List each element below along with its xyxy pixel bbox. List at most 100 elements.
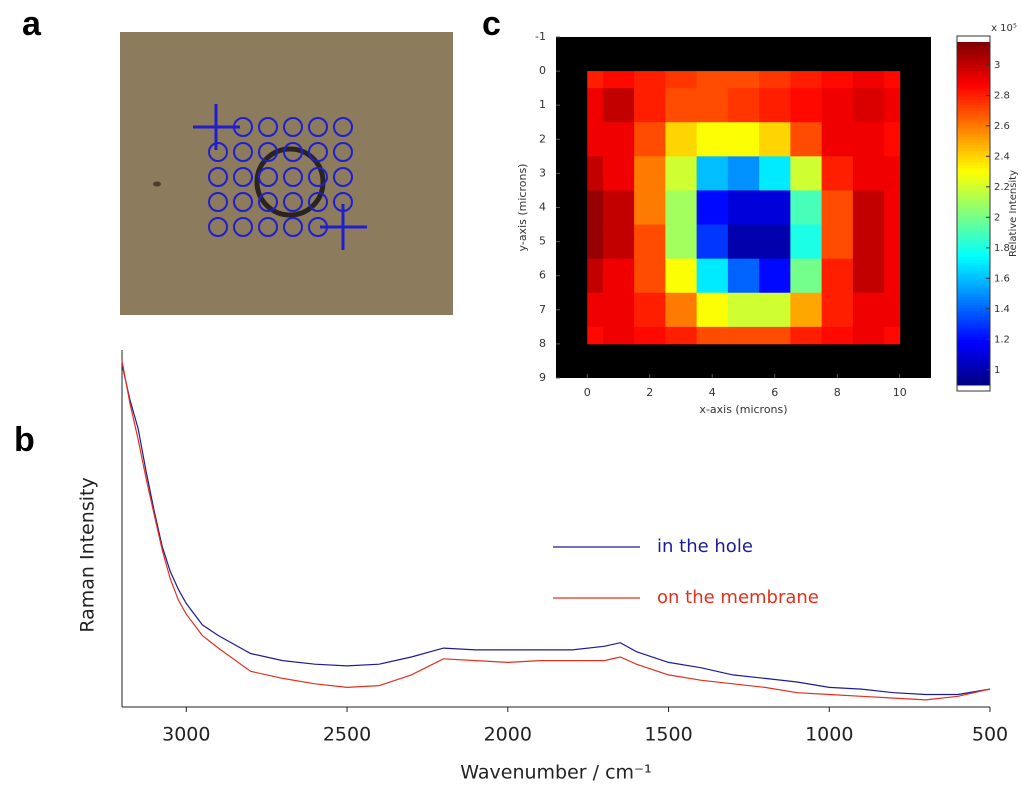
panel-label: c bbox=[482, 5, 501, 43]
heat-cell bbox=[884, 122, 901, 157]
colorbar-segment bbox=[957, 150, 990, 154]
colorbar-segment bbox=[957, 93, 990, 97]
colorbar-segment bbox=[957, 179, 990, 183]
heat-cell bbox=[790, 292, 823, 328]
y-tick-label: 2 bbox=[539, 132, 546, 145]
colorbar-segment bbox=[957, 99, 990, 103]
heat-cell bbox=[759, 156, 791, 191]
colorbar-tick-label: 2.2 bbox=[994, 182, 1010, 193]
colorbar-segment bbox=[957, 142, 990, 146]
x-tick-label: 1500 bbox=[644, 724, 692, 746]
heat-cell bbox=[602, 292, 635, 328]
colorbar-segment bbox=[957, 159, 990, 163]
heat-cell bbox=[790, 122, 823, 157]
heat-cell bbox=[602, 258, 635, 294]
x-tick-label: 4 bbox=[709, 386, 716, 399]
heat-cell bbox=[821, 224, 854, 260]
colorbar-segment bbox=[957, 322, 990, 326]
heat-cell bbox=[727, 122, 760, 157]
heat-cell bbox=[821, 292, 854, 328]
heat-cell bbox=[852, 224, 885, 260]
spectrum-line bbox=[121, 364, 991, 696]
colorbar-segment bbox=[957, 244, 990, 249]
colorbar-tick-label: 1.8 bbox=[994, 243, 1010, 254]
colorbar-segment bbox=[957, 213, 990, 217]
heat-cell bbox=[884, 190, 901, 225]
colorbar-segment bbox=[957, 350, 990, 355]
heat-cell bbox=[587, 122, 604, 157]
colorbar-segment bbox=[957, 353, 990, 357]
heat-cell bbox=[727, 326, 760, 345]
colorbar-segment bbox=[957, 96, 990, 100]
heat-cell bbox=[665, 88, 698, 123]
x-tick-label: 10 bbox=[893, 386, 907, 399]
heat-cell bbox=[634, 326, 666, 345]
colorbar-segment bbox=[957, 284, 990, 289]
heat-cell bbox=[696, 71, 729, 89]
colorbar-segment bbox=[957, 87, 990, 92]
heat-cell bbox=[727, 156, 760, 191]
heat-cell bbox=[587, 71, 604, 89]
heat-cell bbox=[587, 156, 604, 191]
heat-cell bbox=[759, 122, 791, 157]
heat-cell bbox=[790, 71, 823, 89]
heat-cell bbox=[665, 258, 698, 294]
heat-cell bbox=[821, 122, 854, 157]
colorbar-segment bbox=[957, 224, 990, 229]
heat-cell bbox=[759, 88, 791, 123]
heat-cell bbox=[665, 122, 698, 157]
heat-cell bbox=[634, 156, 666, 191]
colorbar-segment bbox=[957, 282, 990, 286]
colorbar-segment bbox=[957, 196, 990, 200]
x-tick-label: 8 bbox=[834, 386, 841, 399]
colorbar-segment bbox=[957, 253, 990, 257]
heat-cell bbox=[884, 292, 901, 328]
colorbar-segment bbox=[957, 204, 990, 209]
heat-cell bbox=[821, 88, 854, 123]
x-tick-label: 2500 bbox=[323, 724, 371, 746]
heat-cell bbox=[727, 71, 760, 89]
colorbar-segment bbox=[957, 250, 990, 255]
colorbar-segment bbox=[957, 147, 990, 152]
heat-cell bbox=[821, 190, 854, 225]
colorbar-segment bbox=[957, 296, 990, 300]
heat-cell bbox=[790, 190, 823, 225]
colorbar-tick-label: 1.6 bbox=[994, 273, 1010, 284]
heat-cell bbox=[634, 122, 666, 157]
colorbar-segment bbox=[957, 167, 990, 172]
panel-label: b bbox=[14, 421, 35, 459]
spectrum-line bbox=[121, 360, 991, 701]
heat-cell bbox=[665, 326, 698, 345]
colorbar-segment bbox=[957, 316, 990, 320]
x-tick-label: 1000 bbox=[805, 724, 853, 746]
colorbar-segment bbox=[957, 356, 990, 360]
heat-cell bbox=[634, 88, 666, 123]
colorbar-segment bbox=[957, 287, 990, 292]
colorbar-segment bbox=[957, 59, 990, 63]
legend-label: in the hole bbox=[657, 536, 753, 557]
colorbar-segment bbox=[957, 236, 990, 240]
colorbar-tick-label: 1.4 bbox=[994, 304, 1010, 315]
y-tick-label: 4 bbox=[539, 201, 546, 214]
panel-label: a bbox=[22, 5, 42, 43]
heat-cell bbox=[602, 156, 635, 191]
heat-cell bbox=[884, 71, 901, 89]
colorbar-segment bbox=[957, 347, 990, 352]
x-axis-label: Wavenumber / cm⁻¹ bbox=[460, 762, 651, 784]
colorbar-segment bbox=[957, 50, 990, 54]
micrograph bbox=[120, 32, 453, 315]
heat-cell bbox=[587, 190, 604, 225]
colorbar-segment bbox=[957, 164, 990, 169]
heat-cell bbox=[821, 71, 854, 89]
colorbar-segment bbox=[957, 119, 990, 123]
colorbar-segment bbox=[957, 216, 990, 220]
colorbar-segment bbox=[957, 233, 990, 237]
colorbar-segment bbox=[957, 144, 990, 149]
colorbar-segment bbox=[957, 42, 990, 46]
colorbar-segment bbox=[957, 242, 990, 246]
colorbar-segment bbox=[957, 199, 990, 203]
colorbar-segment bbox=[957, 76, 990, 80]
colorbar-segment bbox=[957, 127, 990, 132]
heat-cell bbox=[852, 326, 885, 345]
